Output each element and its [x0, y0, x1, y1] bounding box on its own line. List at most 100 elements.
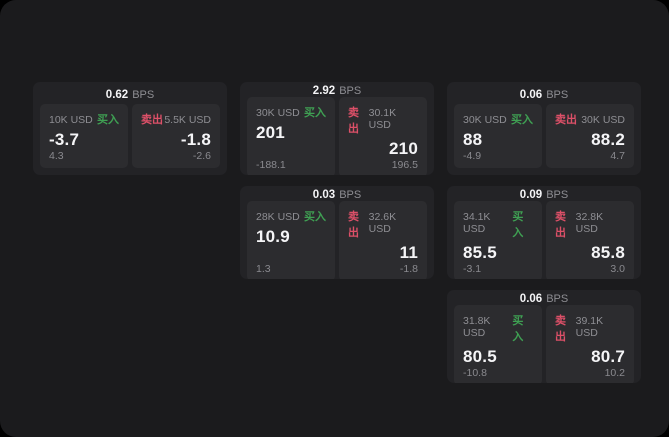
buy-panel-top: 30K USD 买入	[256, 104, 326, 120]
sell-price: 80.7	[591, 347, 625, 366]
buy-size: 34.1K USD	[463, 211, 491, 235]
quote-panels: 28K USD 买入 10.9 1.3 卖出 32.6K USD 11 -1.8	[240, 201, 434, 279]
buy-panel[interactable]: 34.1K USD 买入 85.5 -3.1	[454, 201, 542, 279]
sell-price: 88.2	[591, 130, 625, 149]
buy-price: 10.9	[256, 227, 290, 246]
bps-header: 2.92 BPS	[240, 82, 434, 97]
sell-label: 卖出	[555, 211, 566, 239]
buy-price: 201	[256, 123, 285, 142]
sell-size: 5.5K USD	[164, 114, 211, 126]
sell-panel-top: 卖出 30.1K USD	[348, 104, 418, 136]
sell-size: 30K USD	[581, 114, 625, 126]
sell-label: 卖出	[141, 114, 163, 126]
sell-panel-top: 卖出 5.5K USD	[141, 111, 211, 127]
sell-sub-value: -1.8	[399, 263, 418, 275]
buy-price: 88	[463, 130, 483, 149]
buy-price: 80.5	[463, 347, 497, 366]
sell-sub-value: 196.5	[391, 159, 418, 171]
buy-sub-value: -10.8	[463, 367, 487, 379]
buy-label: 买入	[511, 114, 533, 126]
sell-panel[interactable]: 卖出 30K USD 88.2 4.7	[546, 104, 634, 168]
sell-price: -1.8	[180, 130, 211, 149]
bps-header: 0.03 BPS	[240, 186, 434, 201]
sell-size: 32.8K USD	[575, 211, 604, 235]
quote-panels: 31.8K USD 买入 80.5 -10.8 卖出 39.1K USD 80.…	[447, 305, 641, 383]
buy-panel[interactable]: 30K USD 买入 201 -188.1	[247, 97, 335, 175]
quote-card[interactable]: 0.06 BPS 31.8K USD 买入 80.5 -10.8 卖出 39.1…	[447, 290, 641, 383]
sell-price: 210	[389, 139, 418, 158]
quote-panels: 30K USD 买入 88 -4.9 卖出 30K USD 88.2 4.7	[447, 104, 641, 175]
sell-price: 11	[399, 243, 418, 262]
sell-label: 卖出	[348, 211, 359, 239]
bps-unit: BPS	[546, 189, 569, 201]
sell-sub-value: 10.2	[604, 367, 625, 379]
buy-panel[interactable]: 31.8K USD 买入 80.5 -10.8	[454, 305, 542, 383]
sell-sub-value: 3.0	[610, 263, 625, 275]
sell-sub-value: 4.7	[610, 150, 625, 162]
sell-size: 32.6K USD	[368, 211, 397, 235]
bps-header: 0.09 BPS	[447, 186, 641, 201]
bps-value: 0.03	[312, 189, 336, 201]
bps-value: 0.09	[519, 189, 543, 201]
buy-label: 买入	[512, 315, 524, 343]
bps-unit: BPS	[546, 88, 569, 101]
bps-header: 0.06 BPS	[447, 82, 641, 104]
sell-panel[interactable]: 卖出 5.5K USD -1.8 -2.6	[132, 104, 220, 168]
buy-label: 买入	[97, 114, 119, 126]
bps-value: 2.92	[312, 85, 336, 97]
buy-sub-value: 1.3	[256, 263, 271, 275]
buy-panel[interactable]: 28K USD 买入 10.9 1.3	[247, 201, 335, 279]
buy-size: 31.8K USD	[463, 315, 491, 339]
quote-card[interactable]: 2.92 BPS 30K USD 买入 201 -188.1 卖出 30.1K …	[240, 82, 434, 175]
buy-size: 28K USD	[256, 211, 300, 223]
buy-panel-top: 31.8K USD 买入	[463, 312, 533, 344]
sell-panel-top: 卖出 32.6K USD	[348, 208, 418, 240]
sell-panel[interactable]: 卖出 32.8K USD 85.8 3.0	[546, 201, 634, 279]
quote-card[interactable]: 0.03 BPS 28K USD 买入 10.9 1.3 卖出 32.6K US…	[240, 186, 434, 279]
buy-label: 买入	[304, 107, 326, 119]
buy-label: 买入	[512, 211, 524, 239]
buy-panel-top: 34.1K USD 买入	[463, 208, 533, 240]
sell-panel[interactable]: 卖出 39.1K USD 80.7 10.2	[546, 305, 634, 383]
buy-size: 10K USD	[49, 114, 93, 126]
cards-grid: 0.62 BPS 10K USD 买入 -3.7 4.3 卖出 5.5K USD…	[33, 82, 641, 383]
buy-sub-value: 4.3	[49, 150, 64, 162]
buy-panel-top: 28K USD 买入	[256, 208, 326, 224]
quote-panels: 34.1K USD 买入 85.5 -3.1 卖出 32.8K USD 85.8…	[447, 201, 641, 279]
sell-label: 卖出	[555, 315, 566, 343]
sell-size: 39.1K USD	[575, 315, 604, 339]
quote-card[interactable]: 0.06 BPS 30K USD 买入 88 -4.9 卖出 30K USD 8…	[447, 82, 641, 175]
buy-size: 30K USD	[463, 114, 507, 126]
bps-header: 0.06 BPS	[447, 290, 641, 305]
bps-header: 0.62 BPS	[33, 82, 227, 104]
bps-unit: BPS	[132, 88, 155, 101]
buy-sub-value: -3.1	[463, 263, 482, 275]
buy-price: -3.7	[49, 130, 80, 149]
buy-panel-top: 10K USD 买入	[49, 111, 119, 127]
sell-panel-top: 卖出 30K USD	[555, 111, 625, 127]
buy-price: 85.5	[463, 243, 497, 262]
sell-panel-top: 卖出 39.1K USD	[555, 312, 625, 344]
buy-panel[interactable]: 30K USD 买入 88 -4.9	[454, 104, 542, 168]
sell-panel[interactable]: 卖出 32.6K USD 11 -1.8	[339, 201, 427, 279]
quote-panels: 30K USD 买入 201 -188.1 卖出 30.1K USD 210 1…	[240, 97, 434, 175]
buy-size: 30K USD	[256, 107, 300, 119]
sell-label: 卖出	[348, 107, 359, 135]
sell-panel[interactable]: 卖出 30.1K USD 210 196.5	[339, 97, 427, 175]
quote-card[interactable]: 0.62 BPS 10K USD 买入 -3.7 4.3 卖出 5.5K USD…	[33, 82, 227, 175]
buy-panel-top: 30K USD 买入	[463, 111, 533, 127]
buy-sub-value: -188.1	[256, 159, 286, 171]
bps-unit: BPS	[339, 85, 362, 97]
sell-panel-top: 卖出 32.8K USD	[555, 208, 625, 240]
buy-sub-value: -4.9	[463, 150, 482, 162]
sell-price: 85.8	[591, 243, 625, 262]
sell-label: 卖出	[555, 114, 577, 126]
buy-panel[interactable]: 10K USD 买入 -3.7 4.3	[40, 104, 128, 168]
bps-value: 0.06	[519, 293, 543, 305]
sell-sub-value: -2.6	[192, 150, 211, 162]
sell-size: 30.1K USD	[368, 107, 397, 131]
bps-value: 0.62	[105, 88, 129, 101]
quote-card[interactable]: 0.09 BPS 34.1K USD 买入 85.5 -3.1 卖出 32.8K…	[447, 186, 641, 279]
bps-value: 0.06	[519, 88, 543, 101]
